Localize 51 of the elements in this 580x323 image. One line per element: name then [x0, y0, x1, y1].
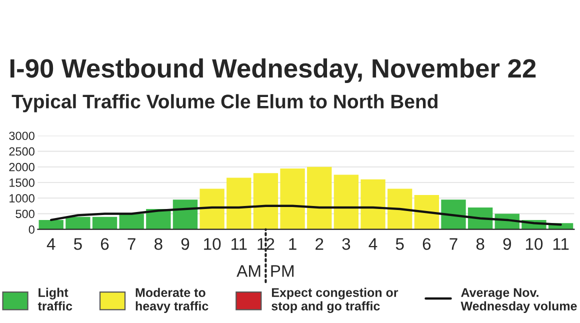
x-tick-label: 10: [204, 238, 221, 250]
bar: [441, 200, 466, 230]
y-tick-label: 3000: [9, 132, 34, 140]
x-tick-label: 6: [100, 238, 109, 250]
bar: [66, 216, 90, 230]
x-tick-label: 6: [422, 238, 431, 250]
legend-label: Moderate to heavy traffic: [136, 288, 208, 313]
y-tick-label: 2500: [9, 147, 34, 156]
x-tick-label: 4: [368, 238, 378, 250]
bar: [307, 166, 332, 230]
chart-title: I-90 Westbound Wednesday, November 22: [10, 58, 536, 83]
x-tick-label: 2: [316, 238, 324, 250]
x-tick-label: 12: [258, 238, 274, 250]
x-tick-label: 5: [74, 238, 82, 250]
y-tick-label: 0: [28, 225, 34, 234]
x-tick-label: 10: [526, 238, 543, 250]
bar: [38, 220, 64, 230]
text: PM: [271, 265, 294, 277]
bar: [172, 200, 198, 230]
text: AM: [236, 265, 260, 277]
bar: [200, 188, 224, 230]
bar: [280, 168, 305, 230]
x-tick-label: 8: [154, 238, 162, 250]
legend-label: Expect congestion or stop and go traffic: [272, 288, 398, 313]
x-tick-label: 1: [289, 238, 296, 250]
x-tick-label: 7: [450, 238, 458, 250]
x-tick-label: 3: [342, 238, 350, 250]
y-tick-label: 1000: [10, 194, 34, 202]
y-tick-label: 1500: [10, 178, 34, 187]
x-tick-label: 11: [553, 238, 569, 250]
legend-label: Average Nov. Wednesday volume: [460, 288, 577, 313]
bar: [92, 216, 118, 230]
bar: [334, 174, 359, 230]
x-tick-label: 5: [396, 238, 404, 250]
chart-subtitle: Typical Traffic Volume Cle Elum to North Bend: [12, 94, 438, 112]
x-tick-label: 7: [128, 238, 136, 250]
x-tick-label: 11: [232, 238, 247, 250]
bar: [414, 194, 439, 230]
bar: [253, 173, 278, 230]
bar: [360, 179, 386, 230]
x-tick-label: 9: [181, 238, 190, 250]
y-tick-label: 2000: [9, 162, 34, 172]
x-tick-label: 4: [46, 238, 56, 250]
x-tick-label: 8: [476, 238, 484, 250]
x-tick-label: 9: [503, 238, 511, 250]
bar: [388, 188, 412, 230]
legend-label: Light traffic: [38, 288, 72, 310]
bar: [119, 214, 144, 230]
bar: [226, 178, 252, 230]
y-tick-label: 500: [16, 210, 34, 218]
line-series: [50, 204, 562, 226]
